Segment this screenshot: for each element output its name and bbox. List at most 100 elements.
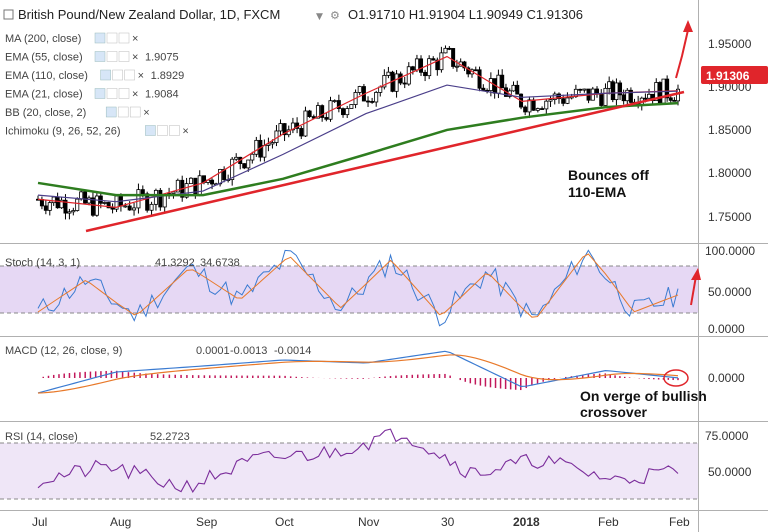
- candle-body: [299, 128, 304, 137]
- rsi-lines: [37, 428, 679, 493]
- ema-110-line: [37, 101, 679, 197]
- candle-body: [427, 58, 432, 77]
- candle-body: [63, 199, 68, 214]
- visibility-eye-icon: [94, 51, 106, 62]
- candle-body: [535, 108, 540, 111]
- candle-body: [366, 100, 371, 103]
- format-icon: [106, 88, 118, 99]
- candle-body: [625, 89, 630, 102]
- candle-body: [336, 100, 341, 109]
- candle-body: [394, 73, 399, 92]
- up-arrow-stoch: [690, 275, 697, 306]
- legend-ema-21-value: 1.9084: [145, 89, 179, 101]
- candle-body: [71, 210, 76, 213]
- annotation-crossover-line2: crossover: [580, 404, 647, 420]
- ema-55-line: [37, 84, 679, 203]
- close-icon: ×: [138, 70, 144, 82]
- x-tick-label: 30: [441, 515, 455, 529]
- legend-ema-21-label: EMA (21, close): [5, 89, 83, 101]
- visibility-eye-icon: [145, 125, 156, 136]
- rsi-legend: RSI (14, close): [5, 431, 78, 443]
- candle-body: [370, 101, 375, 103]
- legend-ema-110-value: 1.8929: [151, 70, 185, 82]
- candle-body: [414, 58, 419, 71]
- candle-body: [230, 158, 235, 180]
- candle-body: [406, 66, 411, 85]
- candle-body: [341, 108, 346, 116]
- chevron-down-icon[interactable]: ▼: [316, 12, 323, 22]
- candle-body: [282, 123, 287, 136]
- signal-line: [37, 354, 679, 394]
- candle-body: [102, 202, 107, 204]
- format-icon: [117, 106, 129, 118]
- candle-body: [188, 177, 193, 185]
- candle-body: [552, 93, 557, 100]
- candle-body: [79, 191, 84, 200]
- more-icon: [129, 106, 141, 118]
- legend-ema-55-label: EMA (55, close): [5, 52, 83, 64]
- candle-body: [149, 203, 154, 211]
- candle-body: [628, 89, 633, 103]
- candle-body: [43, 205, 48, 211]
- candle-body: [311, 116, 316, 119]
- candle-body: [110, 207, 115, 210]
- candle-body: [315, 105, 320, 119]
- up-arrow-price-head: [683, 20, 693, 32]
- candle-body: [51, 196, 56, 204]
- stoch-k-line: [37, 249, 679, 327]
- x-tick-label: Oct: [275, 515, 294, 529]
- x-tick-label: Aug: [110, 515, 131, 529]
- candle-body: [158, 189, 163, 208]
- stoch-band: [0, 266, 698, 313]
- legend-bb-20-label: BB (20, close, 2): [5, 107, 86, 119]
- candle-body: [140, 189, 145, 195]
- candle-body: [332, 100, 337, 102]
- stoch-lines: [37, 249, 679, 327]
- candle-body: [246, 159, 251, 169]
- candle-body: [477, 69, 482, 89]
- legend-ma-200-label: MA (200, close): [5, 33, 81, 45]
- candle-body: [262, 145, 267, 158]
- stoch-y-tick: 100.0000: [705, 244, 755, 258]
- up-arrow-price: [675, 29, 689, 79]
- more-icon: [124, 69, 135, 81]
- y-tick-label: 1.75000: [708, 210, 752, 224]
- macd-y-tick: 0.0000: [708, 371, 745, 385]
- format-icon: [106, 32, 118, 44]
- candle-body: [47, 202, 52, 211]
- candle-body: [610, 81, 615, 101]
- settings-icon[interactable]: ⚙: [330, 9, 340, 22]
- candle-body: [614, 82, 619, 101]
- candle-body: [234, 156, 239, 160]
- candle-body: [423, 71, 428, 77]
- candle-body: [145, 193, 150, 211]
- stoch-y-tick: 50.0000: [708, 285, 752, 299]
- x-tick-label: Feb: [598, 515, 619, 529]
- candle-body: [106, 202, 111, 209]
- candle-body: [603, 87, 608, 106]
- candle-body: [672, 99, 677, 102]
- up-arrow-stoch-head: [691, 268, 701, 280]
- candle-body: [523, 106, 528, 113]
- collapse-icon[interactable]: [3, 9, 14, 20]
- candle-body: [270, 142, 275, 145]
- y-tick-label: 1.95000: [708, 37, 752, 51]
- x-tick-label: 2018: [513, 515, 540, 529]
- candle-body: [544, 100, 549, 110]
- candle-body: [621, 94, 626, 102]
- visibility-eye-icon: [100, 69, 111, 81]
- macd-value: -0.0013: [230, 345, 267, 357]
- candle-body: [565, 97, 570, 104]
- candle-body: [210, 179, 215, 185]
- candle-body: [540, 108, 545, 110]
- candle-body: [290, 122, 295, 131]
- visibility-eye-icon: [94, 88, 106, 99]
- y-tick-label: 1.80000: [708, 166, 752, 180]
- close-icon: ×: [132, 33, 138, 45]
- candle-body: [184, 183, 189, 198]
- rsi-y-tick: 50.0000: [708, 465, 752, 479]
- candle-body: [254, 139, 259, 155]
- candle-body: [462, 61, 467, 69]
- candle-body: [668, 97, 673, 101]
- candle-body: [647, 93, 652, 99]
